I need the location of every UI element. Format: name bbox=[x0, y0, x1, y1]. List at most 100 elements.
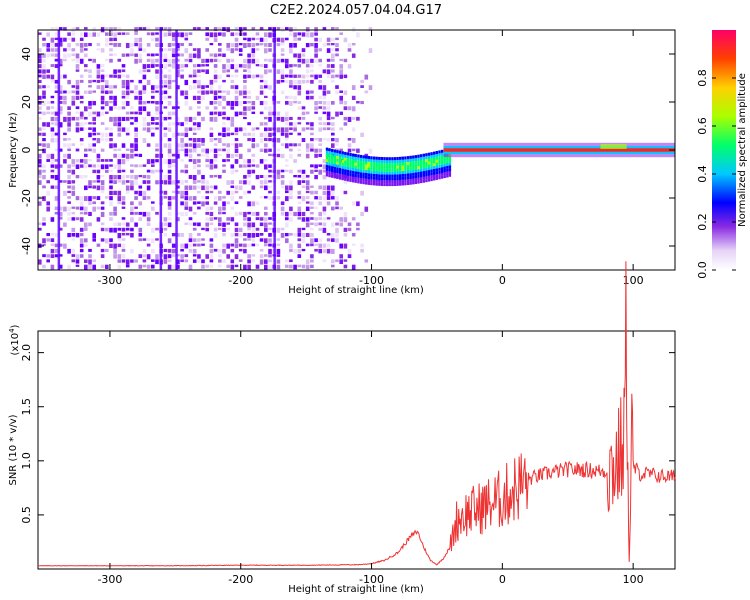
spectrogram-cell bbox=[230, 233, 235, 238]
spectrogram-cell bbox=[331, 69, 335, 73]
spectrogram-cell bbox=[121, 175, 126, 180]
spectrogram-cell bbox=[322, 259, 327, 263]
spectrogram-cell bbox=[259, 74, 264, 79]
spectrogram-cell bbox=[100, 122, 105, 125]
spectrogram-cell bbox=[349, 153, 352, 156]
spectrogram-cell bbox=[264, 175, 268, 180]
spectrogram-cell bbox=[297, 101, 302, 104]
spectrogram-cell bbox=[54, 85, 59, 89]
spectrogram-cell bbox=[385, 168, 389, 172]
spectrogram-cell bbox=[380, 177, 384, 181]
spectrogram-cell bbox=[92, 259, 96, 263]
spectrogram-cell bbox=[234, 233, 239, 237]
spectrogram-cell bbox=[138, 254, 143, 259]
spectrogram-cell bbox=[404, 176, 407, 180]
spectrogram-cell bbox=[151, 122, 155, 125]
spectrogram-cell bbox=[163, 79, 168, 85]
spectrogram-cell bbox=[188, 185, 193, 190]
spectrogram-cell bbox=[356, 222, 360, 227]
spectrogram-cell bbox=[425, 161, 428, 165]
spectrogram-cell bbox=[238, 48, 243, 52]
spectrogram-cell bbox=[71, 85, 76, 88]
spectrogram-cell bbox=[230, 122, 235, 127]
spectrogram-cell bbox=[280, 37, 285, 43]
spectrogram-cell bbox=[75, 69, 80, 72]
spectrogram-cell bbox=[84, 238, 88, 243]
spectrogram-cell bbox=[322, 159, 327, 164]
spectrogram-cell bbox=[75, 159, 80, 163]
spectrogram-cell bbox=[192, 64, 197, 68]
spectrogram-cell bbox=[58, 206, 63, 211]
spectrogram-cell bbox=[230, 58, 235, 63]
spectrogram-cell bbox=[222, 116, 226, 120]
spectrogram-cell bbox=[167, 148, 172, 154]
spectrogram-cell bbox=[105, 132, 109, 138]
spectrogram-cell bbox=[310, 74, 314, 78]
spectrogram-cell bbox=[151, 264, 155, 269]
spectrogram-cell bbox=[268, 127, 272, 131]
spectrogram-cell bbox=[113, 53, 117, 56]
spectrogram-cell bbox=[109, 196, 113, 201]
spectrogram-cell bbox=[438, 156, 441, 160]
spectrogram-cell bbox=[430, 172, 433, 176]
spectrogram-cell bbox=[328, 171, 331, 175]
spectrogram-cell bbox=[280, 43, 285, 46]
spectrogram-cell bbox=[188, 217, 193, 221]
spectrogram-cell bbox=[301, 32, 306, 37]
spectrogram-cell bbox=[218, 211, 222, 215]
spectrogram-cell bbox=[425, 179, 428, 183]
spectrogram-cell bbox=[419, 168, 423, 172]
spectrogram-cell bbox=[121, 159, 126, 165]
spectrogram-cell bbox=[100, 64, 105, 68]
spectrogram-cell bbox=[109, 185, 113, 190]
spectrogram-cell bbox=[234, 190, 239, 194]
spectrogram-cell bbox=[142, 180, 147, 184]
spectrogram-cell bbox=[293, 211, 297, 217]
spectrogram-cell bbox=[167, 153, 172, 159]
spectrogram-cell bbox=[322, 227, 327, 233]
spectrogram-cell bbox=[184, 164, 189, 169]
spectrogram-cell bbox=[184, 48, 189, 54]
figure-title: C2E2.2024.057.04.04.G17 bbox=[270, 3, 442, 18]
spectrogram-cell bbox=[88, 211, 92, 216]
spectrogram-cell bbox=[276, 127, 281, 133]
spectrogram-cell bbox=[201, 85, 205, 90]
spectrogram-cell bbox=[325, 164, 329, 168]
spectrogram-cell bbox=[409, 158, 412, 162]
spectrogram-cell bbox=[339, 69, 343, 75]
spectrogram-cell bbox=[234, 64, 239, 70]
spectrogram-cell bbox=[289, 101, 293, 106]
spectrogram-cell bbox=[367, 164, 370, 168]
spectrogram-cell bbox=[259, 159, 264, 164]
spectrogram-cell bbox=[280, 69, 285, 75]
spectrogram-cell bbox=[226, 74, 230, 78]
spectrogram-cell bbox=[167, 122, 172, 127]
spectrogram-cell bbox=[314, 206, 318, 210]
spectrogram-cell bbox=[247, 190, 251, 194]
spectrogram-cell bbox=[326, 64, 331, 68]
spectrogram-cell bbox=[54, 64, 59, 68]
spectrogram-cell bbox=[121, 206, 126, 209]
spectrogram-cell bbox=[163, 27, 168, 30]
spectrogram-cell bbox=[146, 238, 151, 241]
spectrogram-cell bbox=[243, 101, 247, 104]
spectrogram-cell bbox=[333, 161, 336, 164]
spectrogram-cell bbox=[326, 201, 331, 206]
spectrogram-cell bbox=[318, 79, 322, 83]
spectrogram-cell bbox=[247, 95, 251, 99]
spectrogram-cell bbox=[42, 95, 46, 99]
spectrogram-cell bbox=[109, 116, 113, 122]
spectrogram-cell bbox=[184, 206, 189, 210]
spectrogram-cell bbox=[414, 166, 418, 170]
spectrogram-cell bbox=[75, 116, 80, 121]
spectrogram-cell bbox=[167, 48, 172, 51]
spectrogram-cell bbox=[331, 154, 334, 158]
spectrogram-cell bbox=[234, 48, 239, 51]
spectrogram-cell bbox=[205, 106, 209, 110]
spectrogram-cell bbox=[205, 153, 209, 159]
spectrogram-cell bbox=[404, 170, 407, 174]
spectrogram-cell bbox=[46, 106, 50, 110]
spectrogram-cell bbox=[100, 211, 105, 217]
spectrogram-cell bbox=[285, 190, 289, 194]
spectrogram-cell bbox=[343, 217, 348, 223]
